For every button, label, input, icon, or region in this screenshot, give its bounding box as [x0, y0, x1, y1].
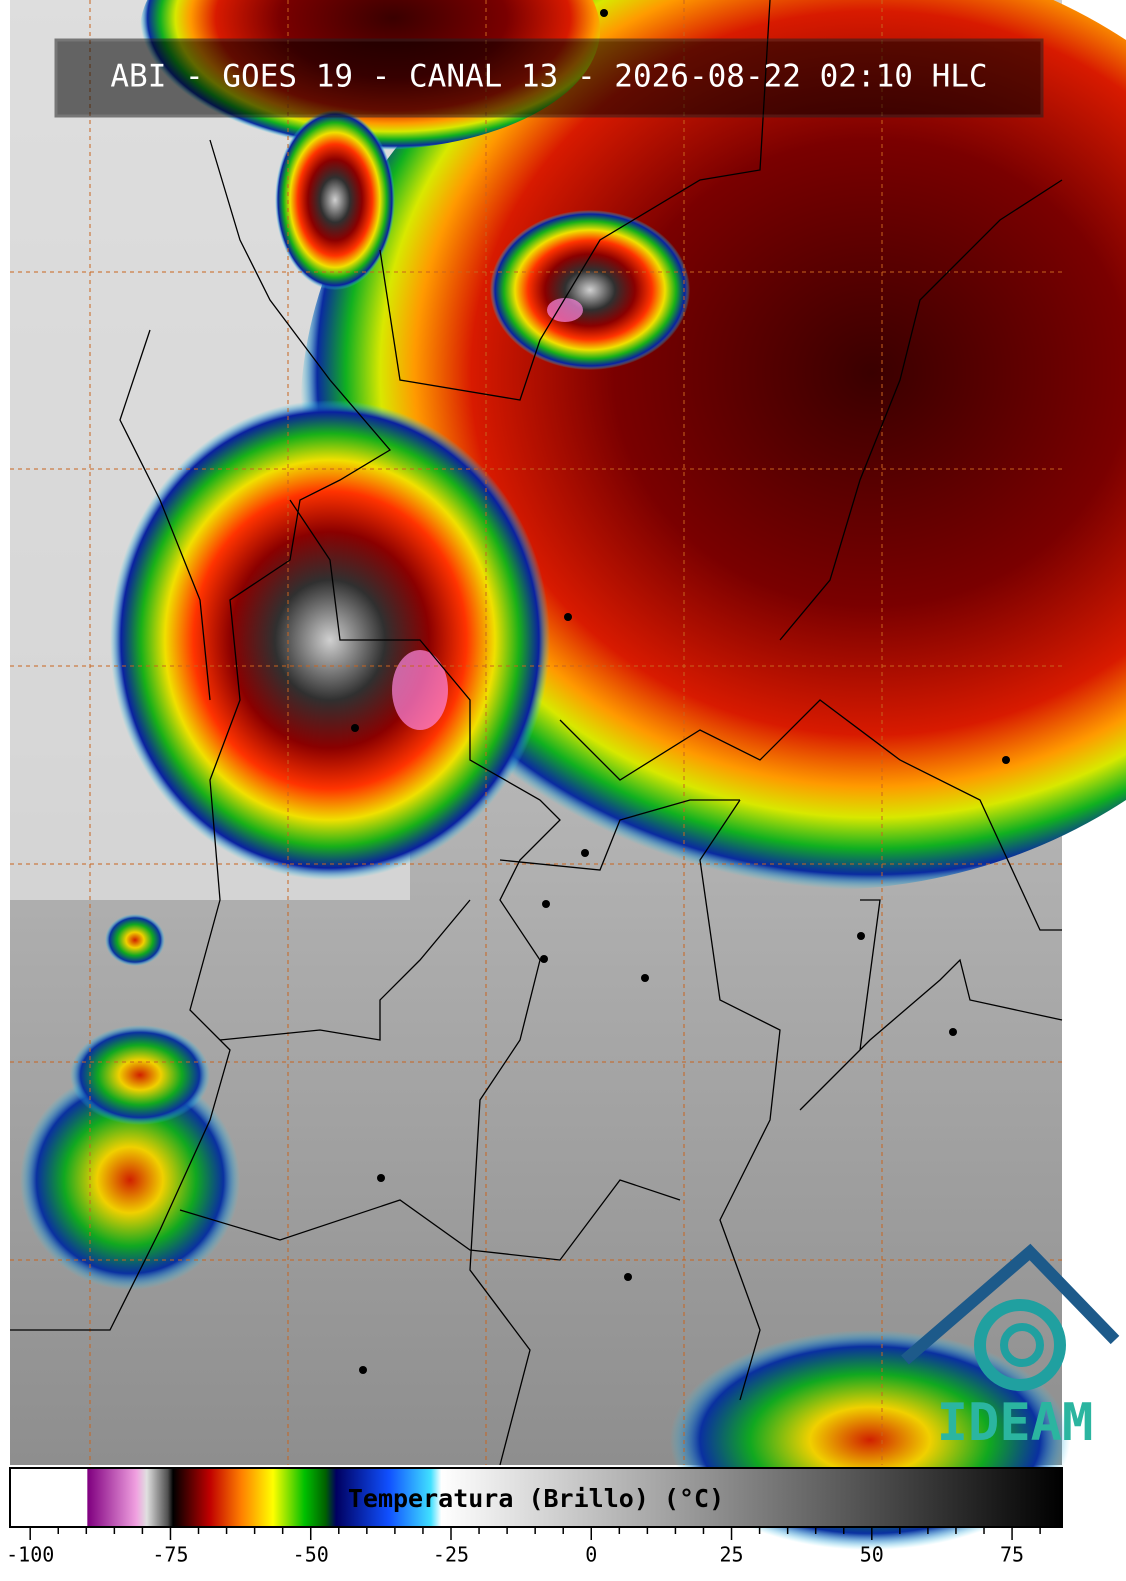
title-box [54, 38, 1044, 118]
colorbar-label: Temperatura (Brillo) (°C) [348, 1484, 724, 1513]
colorbar [9, 1467, 1063, 1528]
tick-label: -75 [152, 1543, 188, 1567]
logo-text: IDEAM [937, 1393, 1094, 1453]
tick-label: 50 [860, 1543, 884, 1567]
logo: IDEAM [901, 1243, 1120, 1453]
tick-label: -25 [433, 1543, 469, 1567]
title: ABI - GOES 19 - CANAL 13 - 2026-08-22 02… [110, 59, 987, 95]
image [10, 0, 1126, 1550]
tick-label: 75 [1000, 1543, 1024, 1567]
tick-label: -50 [293, 1543, 329, 1567]
tick-label: 25 [719, 1543, 743, 1567]
tick-label: -100 [6, 1543, 54, 1567]
colorbar-axis: -100 -75 -50 -25 0 25 50 75 [6, 1527, 1041, 1567]
tick-label: 0 [585, 1543, 597, 1567]
